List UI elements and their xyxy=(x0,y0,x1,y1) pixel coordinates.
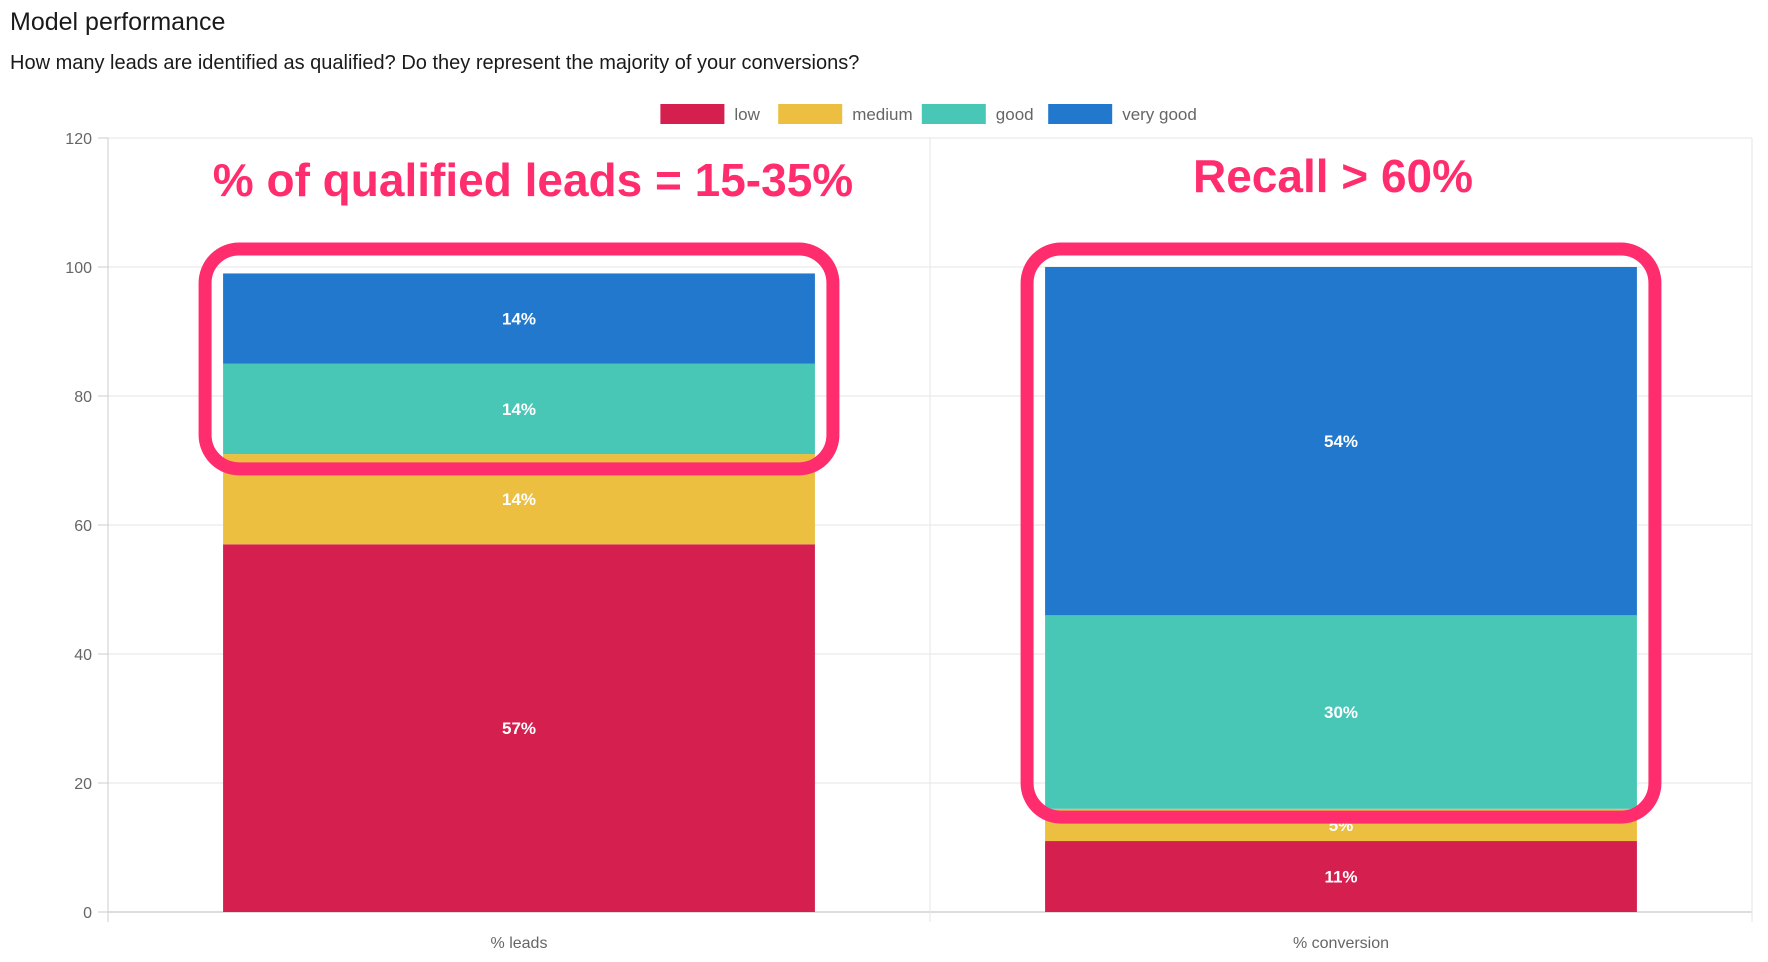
legend-swatch-very-good xyxy=(1048,104,1113,124)
bar-segment-low xyxy=(1045,841,1637,912)
highlight-box xyxy=(198,242,840,476)
annotation-label: % of qualified leads = 15-35% xyxy=(213,154,853,206)
y-tick-label: 100 xyxy=(65,260,92,277)
x-tick-label: % leads xyxy=(491,935,548,952)
legend-label: medium xyxy=(852,105,912,124)
bar-segment-good xyxy=(223,363,815,455)
data-label: 14% xyxy=(502,400,536,419)
data-label: 11% xyxy=(1324,868,1357,887)
legend-swatch-good xyxy=(921,104,986,124)
annotation-label: Recall > 60% xyxy=(1193,150,1473,202)
chart-subtitle: How many leads are identified as qualifi… xyxy=(10,52,860,74)
bar-segment-low xyxy=(223,544,815,912)
y-tick-label: 20 xyxy=(74,776,92,793)
axes: 0 20 40 60 80 100 120 % leads % conversion xyxy=(65,131,1389,952)
legend-label: low xyxy=(734,105,760,124)
chart-title: Model performance xyxy=(10,8,226,36)
data-label: 14% xyxy=(502,490,536,509)
y-tick-label: 80 xyxy=(74,389,92,406)
data-label: 54% xyxy=(1324,432,1358,451)
legend-label: good xyxy=(996,105,1034,124)
y-tick-label: 60 xyxy=(74,518,92,535)
y-tick-label: 120 xyxy=(65,131,92,148)
legend-label: very good xyxy=(1122,105,1197,124)
data-label: 14% xyxy=(502,310,536,329)
bar-segment-good xyxy=(1045,615,1637,809)
data-label: 30% xyxy=(1324,703,1358,722)
legend-swatch-medium xyxy=(778,104,843,124)
legend: low medium good very good xyxy=(660,104,1197,124)
legend-swatch-low xyxy=(660,104,725,124)
annotations: % of qualified leads = 15-35% Recall > 60… xyxy=(198,148,1662,824)
y-tick-label: 0 xyxy=(83,905,92,922)
bar-segment-very-good xyxy=(223,273,815,364)
highlight-box xyxy=(1020,242,1662,824)
bars: 57%14%14%14%11%5%30%54% xyxy=(223,267,1637,912)
bar-segment-very-good xyxy=(1045,267,1637,616)
x-tick-label: % conversion xyxy=(1293,935,1389,952)
y-tick-label: 40 xyxy=(74,647,92,664)
data-label: 57% xyxy=(502,719,536,738)
